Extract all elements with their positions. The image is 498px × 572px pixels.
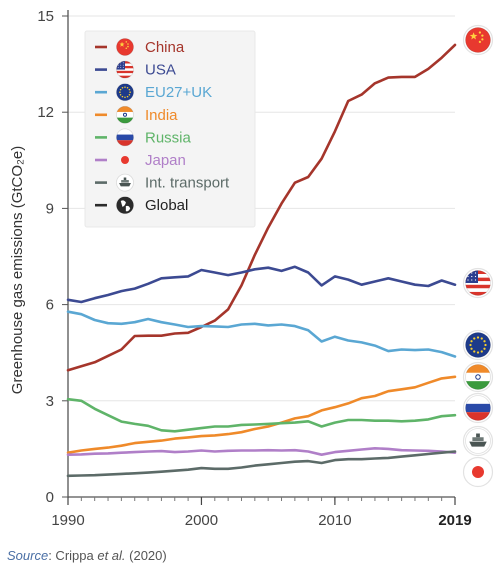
legend-japan-flag-icon [121,156,129,164]
legend-globe-icon [116,196,134,215]
legend-russia-flag-icon [116,128,134,147]
y-tick-label: 0 [46,489,54,506]
end-eu-flag-icon [462,329,494,361]
legend-entry-label: China [145,39,185,56]
end-icons [462,24,494,488]
series-line-russia [66,397,457,433]
legend-entry-label: USA [145,62,176,79]
source-label: Source [7,548,49,563]
legend-usa-flag-icon [116,60,134,79]
end-china-flag-icon [462,24,494,56]
legend-ship-icon [116,173,134,192]
y-tick-label: 6 [46,297,54,314]
y-tick-label: 12 [37,104,54,121]
x-tick-label: 2019 [438,512,471,529]
x-tick-label: 2000 [185,512,218,529]
legend: China USA EU27+UK India Russia Japan Int. tran… [84,30,256,228]
end-russia-flag-icon [462,392,494,424]
legend-eu-flag-icon [116,83,134,102]
series-lines [66,43,457,478]
series-line-japan [66,446,457,457]
series-line-usa [66,265,457,304]
legend-entry-label: EU27+UK [145,84,212,101]
source-year: (2020) [125,548,167,563]
legend-china-flag-icon [116,38,134,56]
source-author: : Crippa [48,548,98,563]
y-tick-label: 3 [46,393,54,410]
end-japan-flag-icon [462,456,494,488]
legend-entry-label: Global [145,197,188,214]
y-tick-label: 15 [37,8,54,25]
end-usa-flag-icon [462,267,494,299]
legend-india-flag-icon [116,105,134,124]
end-india-flag-icon [462,361,494,393]
series-line-india [66,375,457,455]
series-line-eu27-uk [66,310,457,358]
axes: 0 3 6 9 12 15 1990 2000 2010 2019 [37,8,471,529]
source-note: Source: Crippa et al. (2020) [7,548,167,563]
x-tick-label: 2010 [318,512,351,529]
legend-entry-label: India [145,107,178,124]
end-ship-icon [462,425,494,457]
source-etal: et al. [97,548,126,563]
y-axis-label: Greenhouse gas emissions (GtCO₂e) [9,146,26,394]
legend-entry-label: Int. transport [145,175,230,192]
series-line-china [66,43,457,372]
x-tick-label: 1990 [51,512,84,529]
series-line-int-transport [66,450,457,478]
legend-entry-label: Russia [145,129,192,146]
y-tick-label: 9 [46,200,54,217]
legend-entry-label: Japan [145,152,186,169]
